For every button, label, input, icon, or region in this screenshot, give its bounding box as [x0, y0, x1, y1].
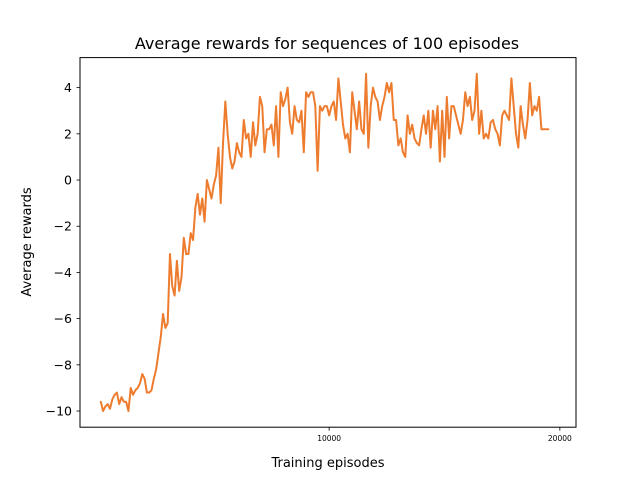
x-tick-label-0: 10000	[317, 434, 341, 443]
y-axis-ticks: 4 2 0 −2 −4 −6 −8 −10	[46, 80, 80, 419]
y-tick-label-7: −10	[46, 404, 72, 419]
axes-frame	[79, 57, 577, 428]
y-tick-label-2: 0	[64, 173, 72, 188]
y-tick-label-6: −8	[54, 357, 72, 372]
series-line-0	[99, 72, 550, 413]
x-axis-label: Training episodes	[270, 456, 384, 471]
plot-area	[99, 72, 550, 413]
y-tick-label-4: −4	[54, 265, 72, 280]
x-axis-ticks: 10000 20000	[317, 427, 572, 443]
chart-title: Average rewards for sequences of 100 epi…	[135, 34, 519, 53]
y-axis-label: Average rewards	[20, 187, 35, 297]
y-tick-label-3: −2	[54, 219, 72, 234]
y-tick-label-0: 4	[64, 80, 72, 95]
y-tick-label-1: 2	[64, 126, 72, 141]
y-tick-label-5: −6	[54, 311, 72, 326]
x-tick-label-1: 20000	[548, 434, 572, 443]
